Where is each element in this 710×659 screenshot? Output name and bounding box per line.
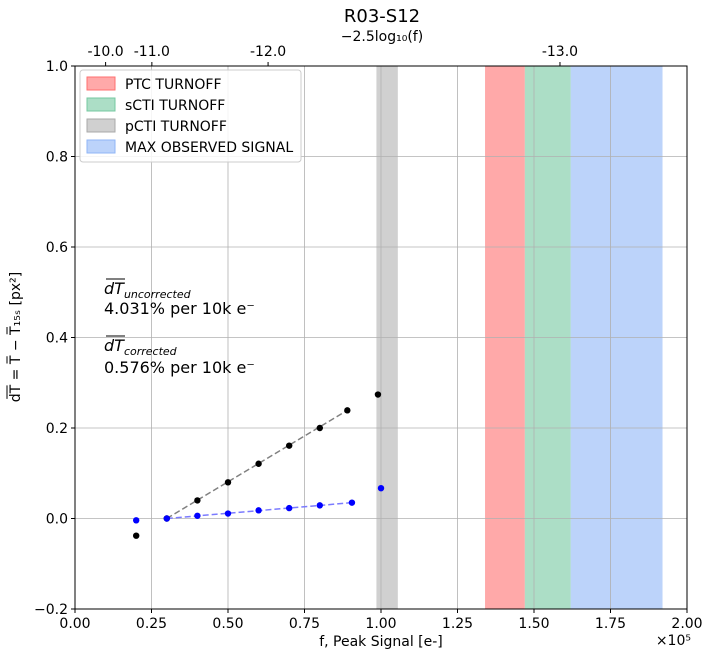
- x-axis-label: f, Peak Signal [e-]: [319, 634, 443, 650]
- point-uncorrected-4: [255, 460, 262, 467]
- x-tick-label: 1.00: [365, 616, 396, 632]
- ticks-layer: 0.00 0.25 0.50 0.75 1.00 1.25 1.50 1.75 2.00 −0.2…: [34, 44, 703, 632]
- legend-label: pCTI TURNOFF: [125, 119, 227, 135]
- point-uncorrected-7: [344, 407, 351, 414]
- point-corrected-1: [163, 515, 170, 522]
- top-tick-label: -11.0: [134, 44, 170, 60]
- point-corrected-3: [224, 510, 232, 517]
- point-corrected-0: [133, 517, 140, 524]
- annotation-value: 4.031% per 10k e⁻: [104, 299, 255, 318]
- y-tick-label: 0.2: [46, 421, 68, 437]
- legend: PTC TURNOFF sCTI TURNOFF pCTI TURNOFF MAX O…: [79, 69, 302, 163]
- y-tick-label: 1.0: [46, 59, 68, 75]
- points-layer: [133, 391, 385, 539]
- point-uncorrected-2: [194, 497, 201, 504]
- y-axis-label: d̅T̅ = T̅ − T̅₁₅ₛ [px²]: [6, 272, 24, 402]
- x-tick-label: 1.25: [442, 616, 473, 632]
- x-tick-label: 1.50: [518, 616, 549, 632]
- point-corrected-5: [286, 504, 293, 512]
- point-corrected-7: [348, 499, 356, 506]
- y-tick-label: 0.8: [46, 150, 68, 166]
- x-tick-label: 1.75: [595, 616, 626, 632]
- x-tick-label: 0.75: [289, 616, 320, 632]
- legend-label: MAX OBSERVED SIGNAL: [125, 140, 293, 156]
- top-tick-label: -13.0: [542, 44, 578, 60]
- x-offset-text: ×10⁵: [656, 633, 691, 649]
- legend-swatch: [86, 97, 116, 112]
- y-tick-label: 0.0: [46, 512, 68, 528]
- point-corrected-6: [316, 502, 323, 509]
- chart-title: R03-S12: [344, 6, 420, 27]
- point-uncorrected-3: [224, 479, 232, 486]
- top-tick-label: -10.0: [87, 44, 123, 60]
- point-uncorrected-6: [316, 424, 323, 432]
- y-tick-label: −0.2: [34, 602, 68, 618]
- corrected-annotation: dTcorrected 0.576% per 10k e⁻: [104, 335, 255, 377]
- uncorrected-annotation: dTuncorrected 4.031% per 10k e⁻: [104, 278, 255, 318]
- legend-swatch: [86, 139, 116, 154]
- annotation-symbol: dTcorrected: [104, 336, 178, 358]
- legend-label: sCTI TURNOFF: [125, 98, 225, 114]
- legend-swatch: [86, 76, 116, 91]
- top-axis-label: −2.5log₁₀(f): [341, 29, 423, 45]
- x-tick-label: 0.25: [136, 616, 167, 632]
- point-uncorrected-0: [133, 532, 140, 539]
- point-corrected-2: [194, 512, 201, 519]
- y-tick-label: 0.6: [46, 240, 68, 256]
- point-corrected-4: [255, 507, 262, 514]
- legend-label: PTC TURNOFF: [125, 77, 222, 93]
- point-uncorrected-5: [286, 442, 293, 449]
- x-tick-label: 0.00: [59, 616, 90, 632]
- annotation-value: 0.576% per 10k e⁻: [104, 358, 255, 377]
- point-corrected-8: [377, 484, 385, 492]
- x-tick-label: 2.00: [671, 616, 702, 632]
- top-tick-label: -12.0: [250, 44, 286, 60]
- legend-swatch: [86, 118, 116, 133]
- point-uncorrected-8: [374, 391, 382, 398]
- y-tick-label: 0.4: [46, 331, 68, 347]
- legend-box: [79, 69, 302, 163]
- annotation-symbol: dTuncorrected: [104, 279, 192, 301]
- x-tick-label: 0.50: [212, 616, 243, 632]
